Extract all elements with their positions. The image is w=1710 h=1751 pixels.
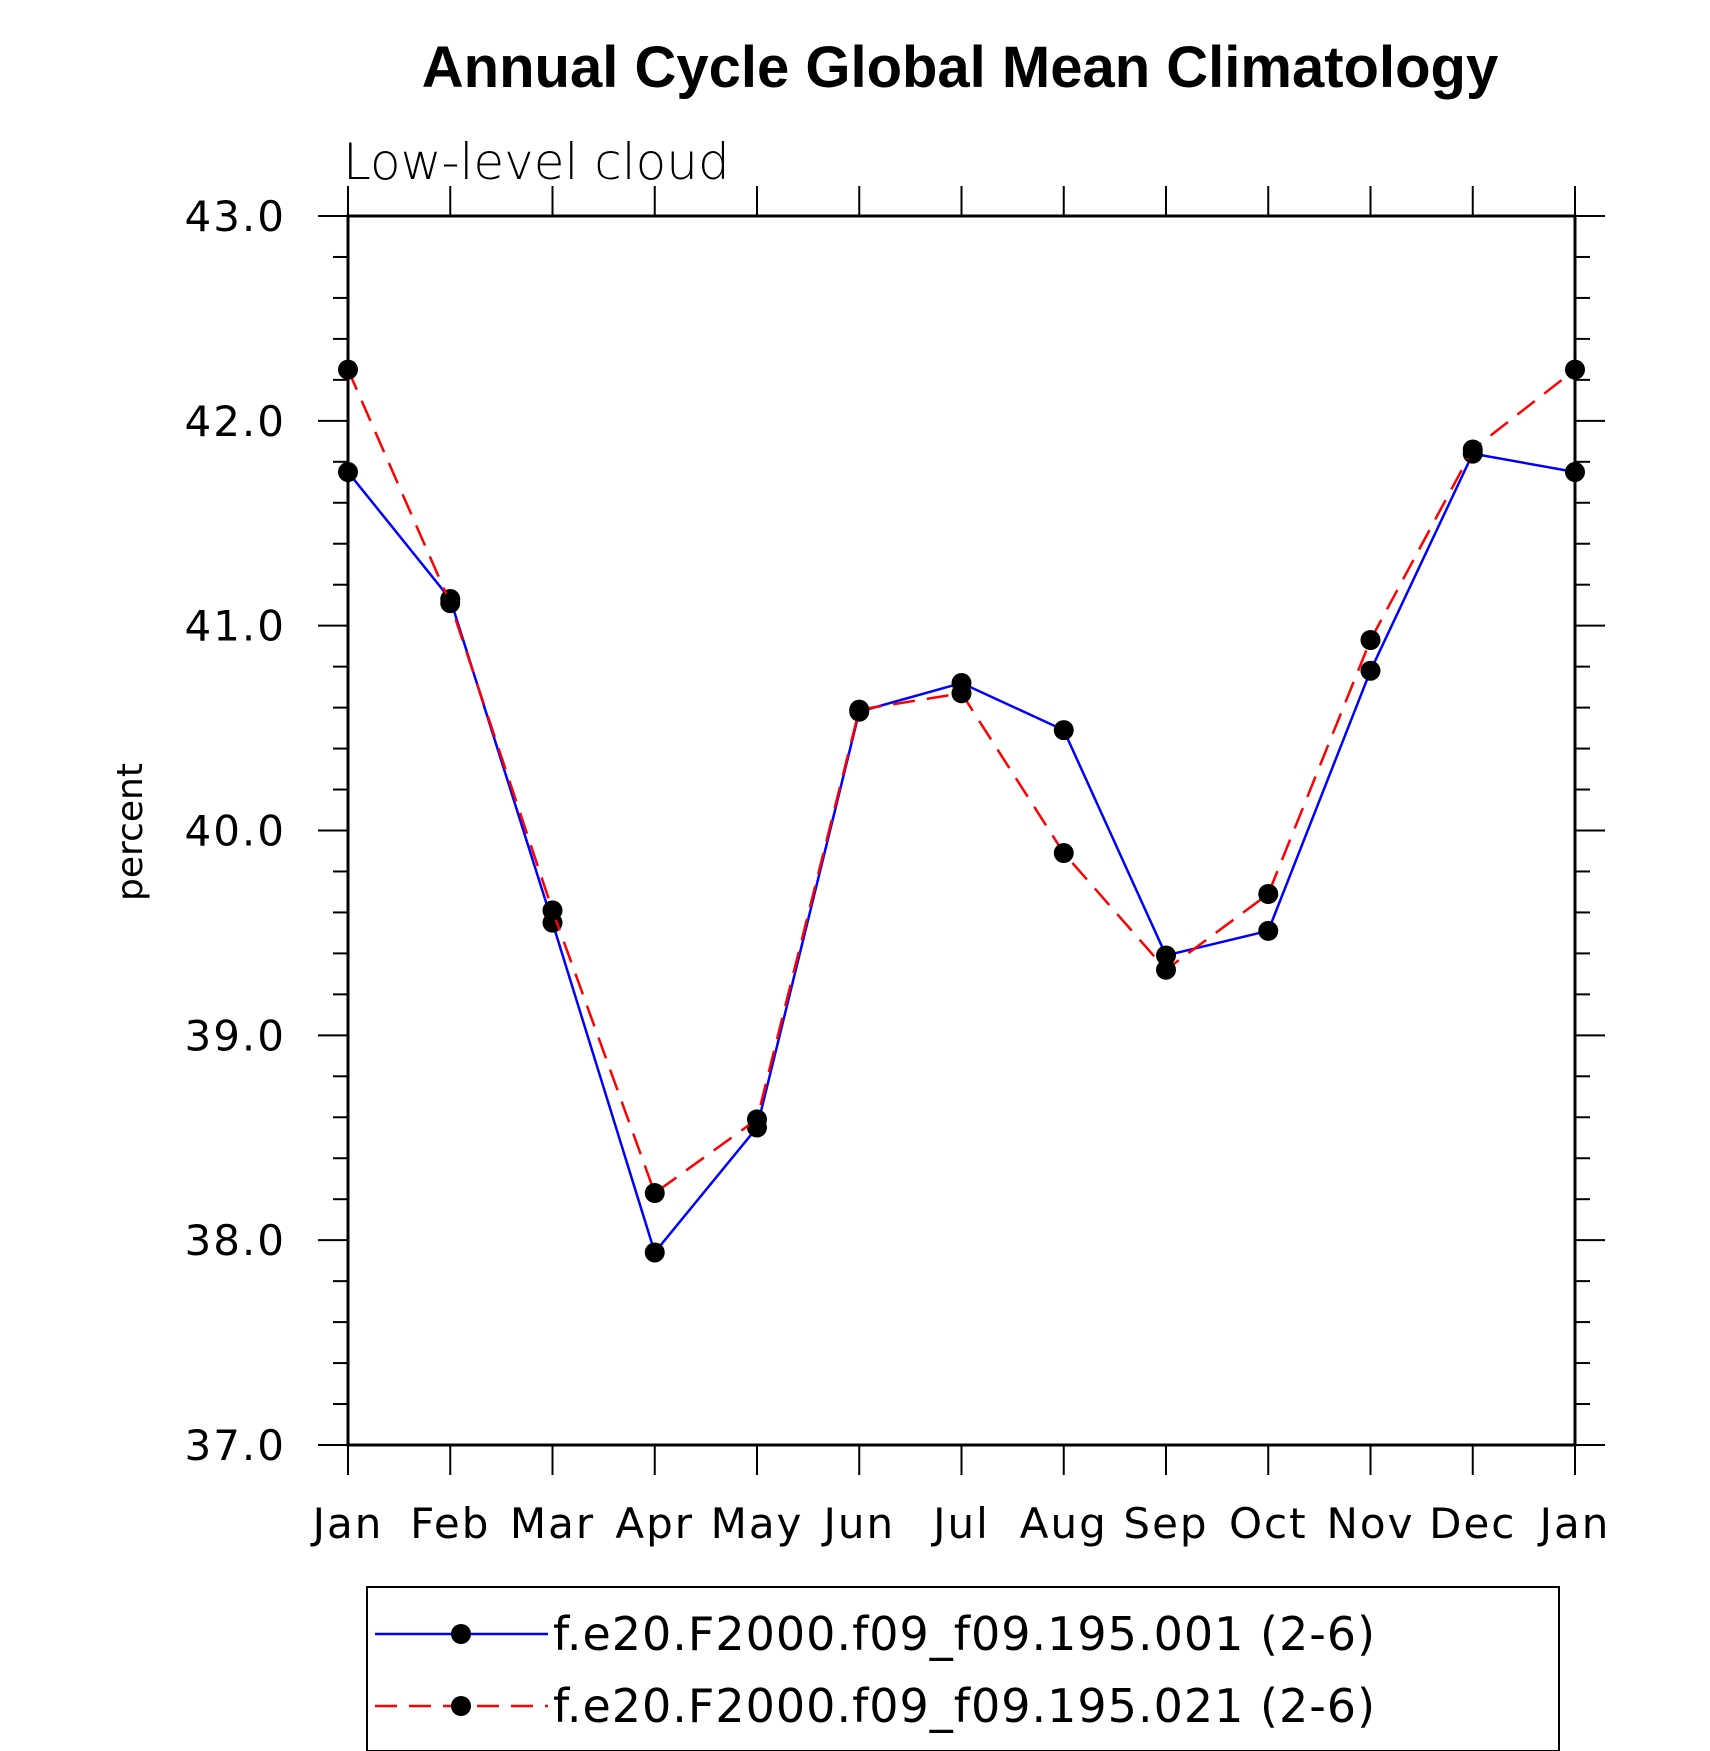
data-point	[1360, 630, 1381, 651]
x-tick-label: Jan	[310, 1499, 384, 1548]
legend-box	[366, 1586, 1560, 1751]
y-tick-labels: 37.0 38.0 39.0 40.0 41.0 42.0 43.0	[184, 192, 286, 1470]
data-point	[1053, 843, 1074, 864]
y-axis-label: percent	[110, 763, 151, 901]
data-point	[440, 593, 461, 614]
legend-label: f.e20.F2000.f09_f09.195.001 (2-6)	[553, 1607, 1376, 1661]
y-tick-label: 37.0	[184, 1421, 286, 1470]
data-point	[1053, 720, 1074, 741]
y-tick-label: 40.0	[184, 807, 286, 856]
legend-marker	[451, 1624, 471, 1644]
chart-subtitle: Low-level cloud	[343, 133, 730, 191]
x-tick-label: Dec	[1429, 1499, 1516, 1548]
x-tick-label: Apr	[615, 1499, 694, 1548]
data-point	[644, 1183, 665, 1204]
data-point	[849, 699, 870, 720]
data-point	[1565, 359, 1585, 380]
x-tick-label: Oct	[1229, 1499, 1308, 1548]
axes	[318, 186, 1605, 1475]
data-point	[338, 359, 358, 380]
x-tick-label: Feb	[410, 1499, 490, 1548]
series-1	[338, 443, 1585, 1263]
x-tick-label: Sep	[1123, 1499, 1208, 1548]
chart-title: Annual Cycle Global Mean Climatology	[422, 35, 1498, 100]
data-point	[1258, 920, 1279, 941]
legend-marker	[451, 1696, 471, 1716]
x-tick-label: Nov	[1327, 1499, 1415, 1548]
y-tick-label: 38.0	[184, 1216, 286, 1265]
data-point	[1462, 439, 1483, 460]
series-line	[347, 452, 1576, 1256]
x-tick-label: Aug	[1020, 1499, 1108, 1548]
legend-label: f.e20.F2000.f09_f09.195.021 (2-6)	[553, 1679, 1376, 1733]
x-tick-label: Jun	[820, 1499, 895, 1548]
x-tick-label: Jan	[1537, 1499, 1611, 1548]
y-tick-label: 43.0	[184, 192, 286, 241]
legend: f.e20.F2000.f09_f09.195.001 (2-6) f.e20.F…	[366, 1586, 1560, 1751]
data-point	[747, 1109, 767, 1130]
y-tick-label: 42.0	[184, 397, 286, 446]
x-tick-labels: Jan Feb Mar Apr May Jun Jul Aug Sep Oct Nov Dec Jan	[310, 1499, 1611, 1548]
y-tick-label: 41.0	[184, 602, 286, 651]
data-point	[1156, 959, 1176, 980]
data-point	[1258, 883, 1279, 904]
series-line	[346, 368, 1576, 1196]
x-tick-label: Jul	[930, 1499, 990, 1548]
data-point	[338, 462, 358, 483]
data-point	[1156, 945, 1176, 966]
data-point	[644, 1242, 665, 1263]
series-layer	[338, 359, 1585, 1263]
data-point	[951, 683, 972, 704]
data-point	[1360, 660, 1381, 681]
x-tick-label: May	[711, 1499, 804, 1548]
data-point	[542, 900, 563, 921]
x-tick-label: Mar	[510, 1499, 595, 1548]
y-tick-label: 39.0	[184, 1011, 286, 1060]
plot-frame	[346, 214, 1577, 1447]
series-2	[338, 359, 1585, 1204]
data-point	[1565, 462, 1585, 483]
